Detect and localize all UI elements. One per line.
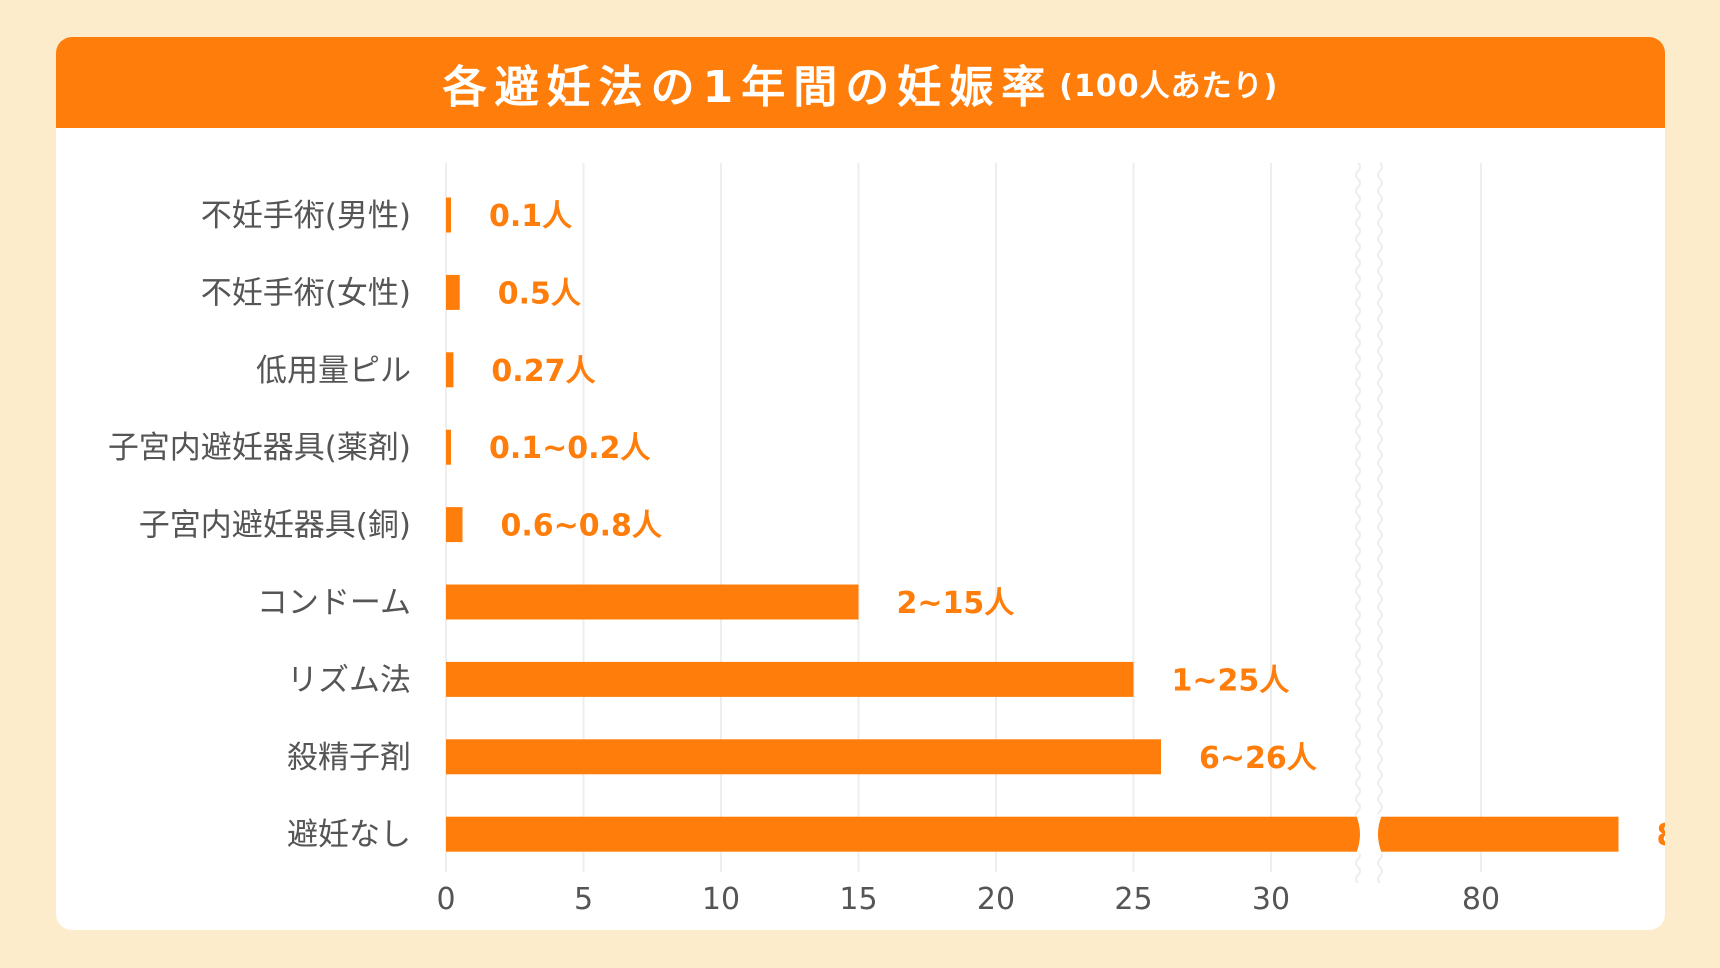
value-label: 0.6~0.8人 <box>501 509 662 544</box>
bar <box>446 352 454 388</box>
value-label: 0.27人 <box>491 354 595 389</box>
bar <box>446 661 1134 697</box>
category-label: 子宮内避妊器具(薬剤) <box>108 430 411 466</box>
value-label: 0.1~0.2人 <box>489 431 650 466</box>
x-tick-label: 25 <box>1114 882 1152 917</box>
category-label: 殺精子剤 <box>287 740 411 776</box>
bar <box>446 429 451 465</box>
axis-break-line <box>1377 162 1383 884</box>
x-tick-label: 0 <box>436 882 455 917</box>
bar-break-notch <box>1356 814 1382 854</box>
axis-break-line <box>1355 162 1361 884</box>
bar <box>446 274 460 310</box>
x-tick-label: 15 <box>839 882 877 917</box>
bar <box>446 197 451 233</box>
category-label: リズム法 <box>287 662 411 698</box>
value-label: 85人 <box>1657 818 1666 853</box>
x-tick-label: 10 <box>702 882 740 917</box>
value-label: 1~25人 <box>1172 663 1290 698</box>
bar <box>446 816 1619 852</box>
category-label: コンドーム <box>257 585 411 621</box>
bar <box>446 584 859 620</box>
category-label: 低用量ピル <box>256 353 411 389</box>
bar <box>446 739 1161 775</box>
category-label: 避妊なし <box>287 817 411 853</box>
value-label: 0.1人 <box>489 199 572 234</box>
category-label: 不妊手術(女性) <box>201 275 411 311</box>
chart-card: 各避妊法の1年間の妊娠率 (100人あたり) 0 5 10 15 20 25 30 80 不妊手… <box>56 37 1665 930</box>
value-label: 6~26人 <box>1199 741 1317 776</box>
category-label: 子宮内避妊器具(銅) <box>139 508 411 544</box>
x-tick-label: 80 <box>1462 882 1500 917</box>
category-label: 不妊手術(男性) <box>201 198 411 234</box>
x-tick-label: 5 <box>574 882 593 917</box>
chart-title: 各避妊法の1年間の妊娠率 <box>442 61 1054 113</box>
x-tick-label: 20 <box>977 882 1015 917</box>
chart-subtitle: (100人あたり) <box>1059 68 1279 104</box>
value-label: 0.5人 <box>498 276 581 311</box>
value-label: 2~15人 <box>897 586 1015 621</box>
bar <box>446 507 463 543</box>
x-tick-label: 30 <box>1252 882 1290 917</box>
title-bar: 各避妊法の1年間の妊娠率 (100人あたり) <box>56 37 1665 128</box>
